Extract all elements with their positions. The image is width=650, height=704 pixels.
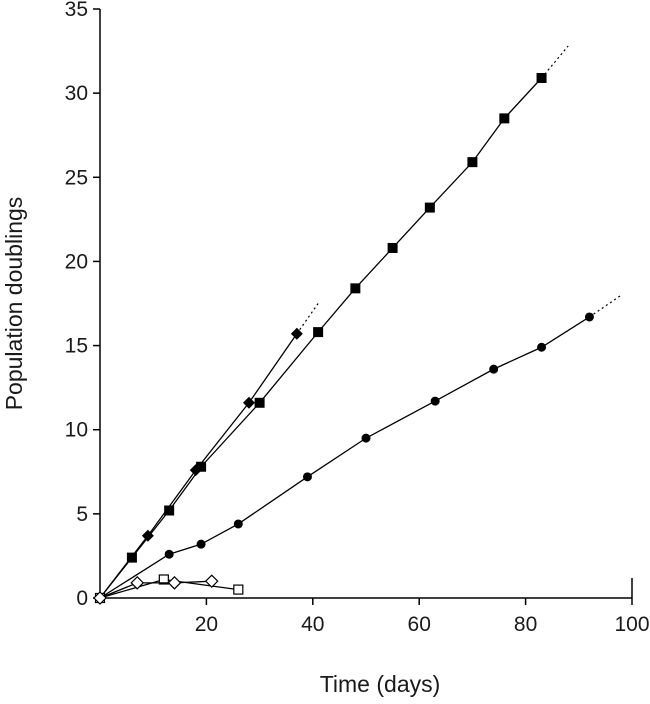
data-point xyxy=(158,574,169,585)
y-ticks: 0 5 10 15 20 25 30 35 xyxy=(65,0,100,610)
data-point xyxy=(233,584,244,595)
data-point xyxy=(537,342,547,352)
series-filled-circle xyxy=(95,294,622,603)
series-line xyxy=(99,77,543,599)
data-point xyxy=(167,576,182,590)
series-filled-square xyxy=(95,45,569,603)
x-tick-label: 100 xyxy=(614,613,649,636)
series-extrapolation-line xyxy=(541,45,569,79)
y-tick-label: 30 xyxy=(65,82,88,105)
x-tick-label: 80 xyxy=(514,613,537,636)
series-extrapolation-line xyxy=(296,303,319,335)
data-point xyxy=(196,461,207,472)
data-point xyxy=(189,464,202,477)
x-axis-title: Time (days) xyxy=(320,671,441,697)
x-tick-label: 20 xyxy=(195,613,218,636)
y-tick-label: 5 xyxy=(76,503,88,526)
data-point xyxy=(93,591,107,605)
y-tick-label: 35 xyxy=(65,0,88,21)
data-point xyxy=(254,397,265,408)
data-point xyxy=(242,396,255,409)
axes xyxy=(99,9,633,599)
series-open-diamond xyxy=(93,574,219,605)
y-tick-label: 0 xyxy=(76,587,88,610)
data-point xyxy=(361,433,371,443)
y-axis-title: Population doublings xyxy=(1,197,27,411)
data-point xyxy=(302,472,312,482)
data-point xyxy=(430,396,440,406)
data-point xyxy=(204,574,219,589)
y-tick-label: 10 xyxy=(65,419,88,442)
data-point xyxy=(164,549,174,559)
data-point xyxy=(196,539,206,549)
data-point xyxy=(499,113,510,124)
data-point xyxy=(233,519,243,529)
data-point xyxy=(467,157,478,168)
data-point xyxy=(387,242,398,253)
series-layer xyxy=(93,45,622,605)
x-ticks: 20 40 60 80 100 xyxy=(195,598,650,636)
series-line xyxy=(99,580,212,599)
x-tick-label: 40 xyxy=(301,613,324,636)
y-tick-label: 20 xyxy=(65,250,88,273)
data-point xyxy=(126,552,137,563)
data-point xyxy=(141,529,154,542)
y-tick-label: 25 xyxy=(65,166,88,189)
data-point xyxy=(130,576,145,590)
data-point xyxy=(489,364,499,374)
series-line xyxy=(99,316,590,599)
data-point xyxy=(536,72,547,83)
x-tick-label: 60 xyxy=(408,613,431,636)
data-point xyxy=(424,202,435,213)
y-tick-label: 15 xyxy=(65,335,88,358)
series-extrapolation-line xyxy=(589,294,622,318)
data-point xyxy=(313,327,324,338)
data-point xyxy=(164,505,175,516)
data-point xyxy=(350,283,361,294)
data-point xyxy=(290,327,303,340)
data-point xyxy=(584,312,594,322)
